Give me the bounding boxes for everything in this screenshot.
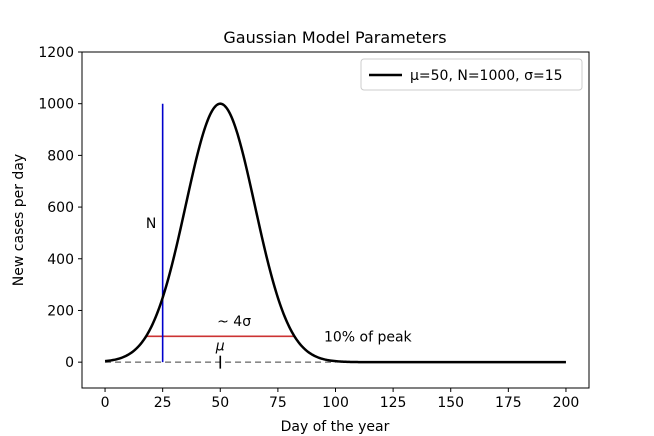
chart-title: Gaussian Model Parameters — [223, 28, 446, 47]
y-tick-label: 800 — [47, 148, 74, 164]
x-tick-label: 25 — [154, 395, 172, 411]
y-axis: 0 200 400 600 800 1000 1200 — [38, 45, 82, 371]
x-tick-label: 200 — [553, 395, 580, 411]
legend-box — [360, 58, 583, 91]
x-tick-label: 50 — [211, 395, 229, 411]
legend-entry: μ=50, N=1000, σ=15 — [410, 68, 563, 84]
x-axis: 0 25 50 75 100 125 150 175 200 — [101, 388, 580, 411]
x-tick-label: 125 — [380, 395, 407, 411]
y-tick-label: 400 — [47, 252, 74, 268]
x-tick-label: 150 — [437, 395, 464, 411]
x-axis-label: Day of the year — [281, 419, 390, 435]
mu-label: μ — [215, 339, 225, 355]
peak-label: 10% of peak — [324, 329, 413, 345]
plot-area: N ~ 4σ 10% of peak μ — [104, 102, 566, 369]
series-line — [104, 102, 566, 364]
y-tick-label: 200 — [47, 303, 74, 319]
y-tick-label: 0 — [65, 355, 74, 371]
y-tick-label: 600 — [47, 200, 74, 216]
y-tick-label: 1000 — [38, 97, 74, 113]
legend: μ=50, N=1000, σ=15 — [360, 58, 583, 91]
sigma-label: ~ 4σ — [217, 314, 251, 330]
x-tick-label: 75 — [269, 395, 287, 411]
y-axis-label: New cases per day — [11, 154, 27, 286]
x-tick-label: 100 — [322, 395, 349, 411]
x-tick-label: 0 — [101, 395, 110, 411]
x-tick-label: 175 — [495, 395, 522, 411]
n-label: N — [146, 216, 156, 232]
y-tick-label: 1200 — [38, 45, 74, 61]
